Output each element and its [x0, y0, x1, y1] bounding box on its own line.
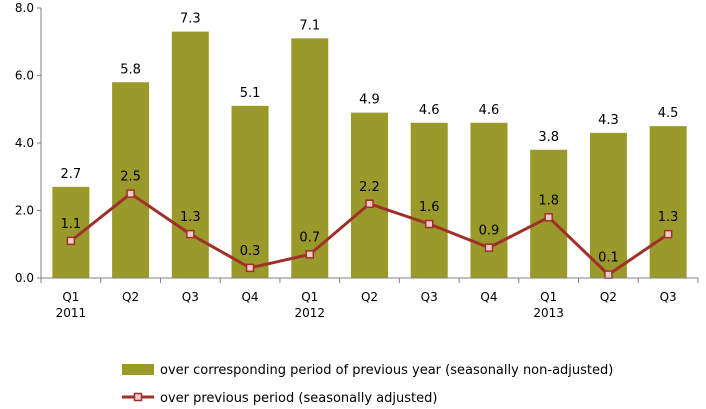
bar-data-label: 4.6 [419, 103, 440, 118]
line-data-labels: 1.1 2.5 1.3 0.3 0.7 2.2 1.6 0.9 1.8 0.1 1.3 [61, 170, 679, 266]
x-year-label: 2011 [56, 306, 87, 320]
bar-data-label: 5.1 [240, 86, 261, 101]
bar-data-label: 3.8 [538, 130, 559, 145]
line-data-label: 1.6 [419, 200, 440, 215]
line-data-label: 2.2 [359, 180, 380, 195]
legend-swatch-marker [133, 392, 143, 402]
bar [410, 122, 448, 278]
bar [231, 105, 269, 278]
x-tick-label: Q2 [600, 290, 617, 304]
legend-label-bar: over corresponding period of previous ye… [160, 363, 613, 378]
line-series [66, 189, 673, 279]
line-point [186, 229, 195, 239]
x-year-label: 2012 [294, 306, 325, 320]
x-tick-label: Q1 [540, 290, 557, 304]
line-point [126, 189, 135, 198]
bar-data-label: 4.9 [359, 93, 380, 108]
bar-data-label: 4.6 [479, 103, 500, 118]
x-tick-label: Q1 [301, 290, 318, 304]
x-tick-label: Q3 [182, 290, 199, 304]
line-point [305, 250, 315, 259]
line-point [66, 236, 76, 246]
bar-data-label: 4.5 [658, 106, 679, 121]
bar [470, 122, 508, 278]
y-tick-label: 6.0 [15, 69, 34, 83]
bar [649, 126, 687, 278]
x-tick-label: Q3 [660, 290, 677, 304]
bar-series [52, 31, 687, 278]
line-point [663, 229, 673, 239]
legend-label-line: over previous period (seasonally adjuste… [160, 391, 437, 406]
line-point [484, 243, 494, 252]
legend: over corresponding period of previous ye… [122, 363, 613, 406]
line-data-label: 1.8 [538, 193, 559, 208]
line-data-label: 1.3 [658, 210, 679, 225]
y-tick-label: 2.0 [15, 204, 34, 218]
bar [291, 38, 329, 278]
line-data-label: 0.9 [479, 224, 500, 239]
bar [112, 82, 150, 278]
x-year-label: 2013 [533, 306, 564, 320]
y-tick-label: 4.0 [15, 136, 34, 150]
bar-data-label: 7.3 [180, 12, 201, 27]
line-data-label: 1.1 [61, 217, 82, 232]
bar-data-label: 5.8 [120, 62, 141, 77]
y-tick-label: 8.0 [15, 1, 34, 15]
line-data-label: 1.3 [180, 210, 201, 225]
x-axis: Q1 2011 Q2 Q3 Q4 Q1 2012 Q2 Q3 Q4 Q1 2013 Q2 Q3 [40, 277, 699, 320]
y-tick-label: 0.0 [15, 271, 34, 285]
y-axis: 0.0 2.0 4.0 6.0 8.0 [15, 1, 42, 285]
line-point [424, 219, 434, 229]
line-point [544, 213, 553, 222]
line-point [604, 270, 613, 279]
bar [351, 112, 388, 278]
bar [589, 132, 627, 278]
x-tick-label: Q1 [62, 290, 79, 304]
bar-data-label: 2.7 [61, 167, 82, 182]
line-data-label: 2.5 [120, 170, 141, 185]
legend-swatch-bar [122, 364, 154, 375]
bar-data-label: 4.3 [598, 113, 619, 128]
line-data-label: 0.7 [299, 230, 320, 245]
bar-data-label: 7.1 [299, 18, 320, 33]
bar-data-labels: 2.7 5.8 7.3 5.1 7.1 4.9 4.6 4.6 3.8 4.3 4.5 [61, 12, 679, 182]
x-tick-label: Q4 [480, 290, 497, 304]
x-tick-label: Q2 [122, 290, 139, 304]
line-point [365, 199, 374, 208]
line-point [245, 263, 255, 273]
x-tick-label: Q2 [361, 290, 378, 304]
x-tick-label: Q4 [241, 290, 258, 304]
x-tick-label: Q3 [421, 290, 438, 304]
line-data-label: 0.3 [240, 244, 261, 259]
line-data-label: 0.1 [598, 251, 619, 266]
